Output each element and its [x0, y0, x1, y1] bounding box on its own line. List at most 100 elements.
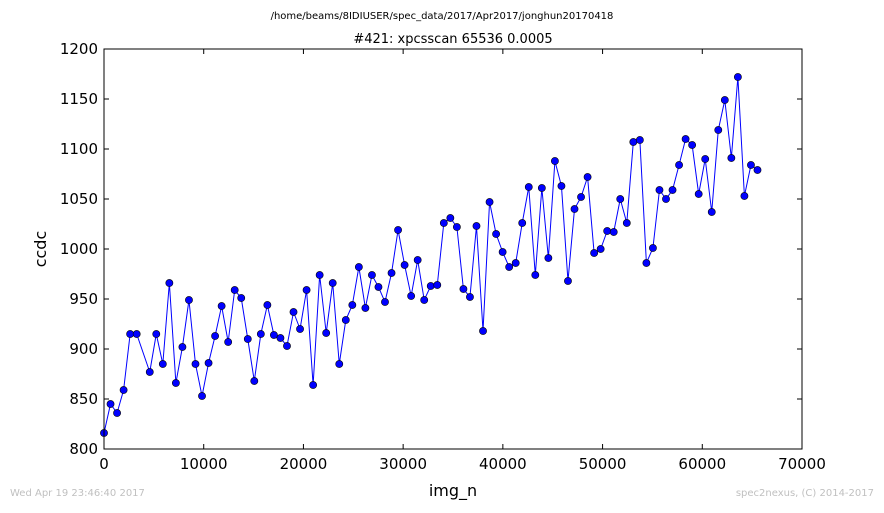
- data-point: [459, 285, 468, 293]
- data-point: [289, 308, 298, 316]
- data-point: [570, 205, 579, 213]
- data-point: [609, 228, 618, 236]
- data-point: [675, 161, 683, 169]
- data-point: [394, 226, 402, 234]
- data-point: [577, 193, 585, 201]
- data-point: [505, 263, 514, 271]
- data-point: [152, 330, 161, 338]
- data-point: [328, 279, 337, 287]
- data-point: [126, 330, 135, 338]
- data-point: [524, 183, 533, 191]
- data-point: [230, 286, 239, 294]
- y-tick-label: 1150: [60, 90, 98, 108]
- x-tick-label: 40000: [479, 455, 527, 473]
- data-point: [616, 195, 625, 203]
- data-point: [531, 271, 540, 279]
- data-point: [720, 96, 729, 104]
- data-point: [237, 294, 246, 302]
- data-point: [701, 155, 710, 163]
- data-point: [727, 154, 736, 162]
- data-point: [694, 190, 703, 198]
- tick-layer: 0 10000 20000 30000 40000 50000 60000 70000 800 8…: [60, 40, 826, 473]
- data-point: [642, 259, 651, 267]
- data-point: [407, 292, 416, 300]
- data-point: [479, 327, 487, 335]
- data-point: [655, 186, 664, 194]
- data-point: [211, 332, 219, 340]
- data-point: [590, 249, 599, 257]
- data-point: [119, 386, 128, 394]
- data-point: [583, 173, 592, 181]
- data-point: [276, 334, 285, 342]
- y-tick-label: 850: [69, 390, 98, 408]
- data-point: [472, 222, 481, 230]
- data-point: [420, 296, 429, 304]
- y-tick-label: 1050: [60, 190, 98, 208]
- data-point: [269, 331, 278, 339]
- data-point: [217, 302, 226, 310]
- data-point: [263, 301, 272, 309]
- data-point: [518, 219, 527, 227]
- data-point: [511, 259, 520, 267]
- data-point: [485, 198, 494, 206]
- data-point: [354, 263, 363, 271]
- data-point: [243, 335, 252, 343]
- data-point: [185, 296, 193, 304]
- data-point: [106, 400, 115, 408]
- data-point: [596, 245, 605, 253]
- data-point: [335, 360, 344, 368]
- data-point: [707, 208, 716, 216]
- y-tick-label: 1100: [60, 140, 98, 158]
- footer-credit: spec2nexus, (C) 2014-2017: [735, 488, 874, 499]
- data-point: [224, 338, 233, 346]
- data-point: [492, 230, 500, 238]
- data-point: [439, 219, 448, 227]
- data-point: [668, 186, 677, 194]
- series-line: [103, 76, 758, 434]
- data-point: [544, 254, 553, 262]
- footer-timestamp: Wed Apr 19 23:46:40 2017: [10, 488, 145, 499]
- data-point: [178, 343, 187, 351]
- x-tick-label: 0: [99, 455, 109, 473]
- data-point: [381, 298, 389, 306]
- data-point: [733, 73, 742, 81]
- data-point: [635, 136, 644, 144]
- data-point: [466, 293, 474, 301]
- data-point: [413, 256, 422, 264]
- data-point: [662, 195, 670, 203]
- y-axis-label: ccdc: [31, 231, 50, 268]
- x-axis-label: img_n: [429, 481, 477, 501]
- data-point: [681, 135, 690, 143]
- data-point: [446, 214, 455, 222]
- y-tick-label: 800: [69, 440, 98, 458]
- data-point: [322, 329, 331, 337]
- data-point: [145, 368, 154, 376]
- data-point: [537, 184, 546, 192]
- data-point: [250, 377, 259, 385]
- data-point: [603, 227, 612, 235]
- data-point: [452, 223, 461, 231]
- data-point: [433, 281, 442, 289]
- data-point: [564, 277, 572, 285]
- data-point: [753, 166, 762, 174]
- x-tick-label: 10000: [180, 455, 228, 473]
- y-tick-label: 1200: [60, 40, 98, 58]
- data-point: [629, 138, 638, 146]
- data-point: [132, 330, 141, 338]
- data-point: [171, 379, 180, 387]
- data-point: [315, 271, 324, 279]
- data-point: [551, 157, 559, 165]
- file-path-header: /home/beams/8IDIUSER/spec_data/2017/Apr2…: [271, 11, 614, 22]
- data-point: [191, 360, 200, 368]
- data-point: [557, 182, 566, 190]
- data-point: [361, 304, 370, 312]
- data-point: [302, 286, 311, 294]
- x-tick-label: 30000: [379, 455, 427, 473]
- data-point: [368, 271, 376, 279]
- x-tick-label: 70000: [778, 455, 826, 473]
- data-layer: [100, 73, 762, 437]
- data-point: [747, 161, 755, 169]
- data-point: [374, 283, 383, 291]
